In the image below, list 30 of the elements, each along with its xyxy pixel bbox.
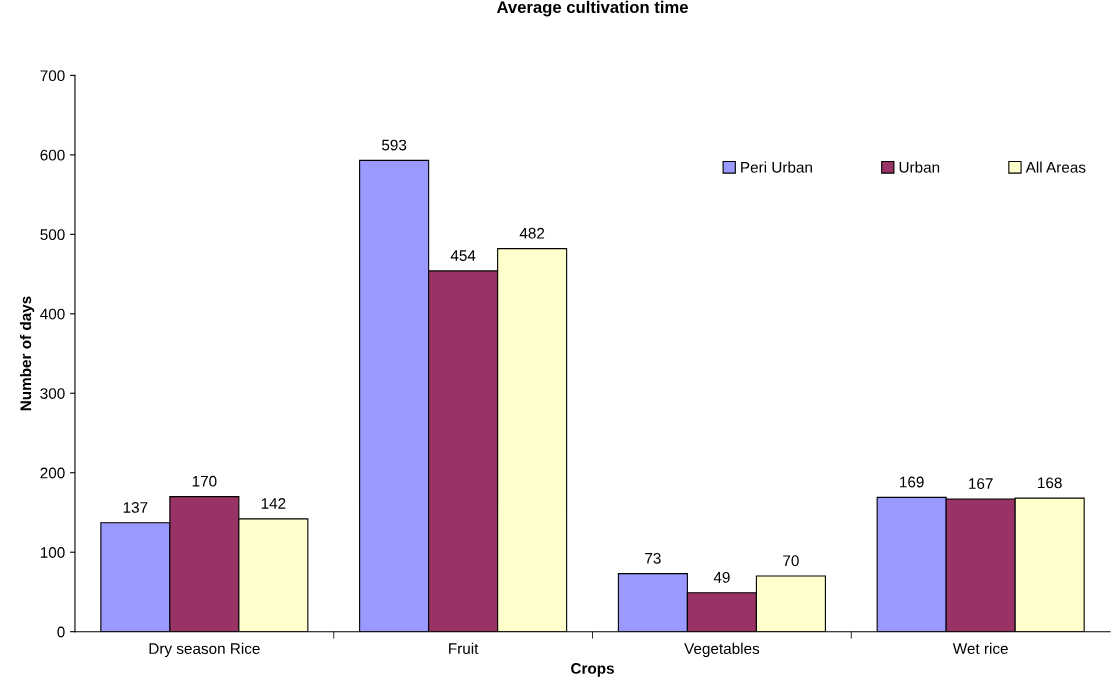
x-tick-label: Vegetables — [684, 642, 760, 658]
y-axis-title: Number of days — [19, 296, 35, 411]
y-tick-label: 0 — [57, 626, 65, 638]
x-tick-label: Wet rice — [952, 642, 1008, 655]
data-label: 70 — [783, 555, 799, 567]
x-axis-title: Crops — [571, 663, 614, 677]
legend-label: All Areas — [1025, 161, 1086, 173]
x-tick-label: Dry season Rice — [149, 642, 260, 658]
y-tick-label: 200 — [40, 467, 65, 479]
chart-title: Average cultivation time — [496, 0, 688, 17]
data-label: 593 — [381, 139, 407, 151]
y-tick-label: 400 — [40, 308, 65, 320]
data-label: 137 — [123, 502, 148, 513]
data-label: 454 — [450, 250, 476, 261]
y-tick-label: 600 — [40, 149, 65, 161]
legend-label: Peri Urban — [741, 161, 812, 173]
y-tick-label: 100 — [40, 547, 65, 558]
data-label: 168 — [1038, 477, 1062, 489]
data-label: 170 — [192, 475, 217, 487]
data-label: 142 — [261, 498, 286, 509]
data-label: 49 — [713, 571, 730, 583]
data-label: 169 — [900, 476, 924, 488]
y-tick-label: 300 — [40, 388, 65, 399]
legend-label: Urban — [899, 161, 940, 173]
x-tick-label: Fruit — [449, 642, 479, 655]
data-label: 167 — [969, 478, 993, 490]
y-tick-label: 700 — [40, 70, 65, 82]
y-tick-label: 500 — [40, 229, 65, 241]
data-label: 482 — [519, 227, 545, 239]
data-label: 73 — [645, 552, 661, 564]
